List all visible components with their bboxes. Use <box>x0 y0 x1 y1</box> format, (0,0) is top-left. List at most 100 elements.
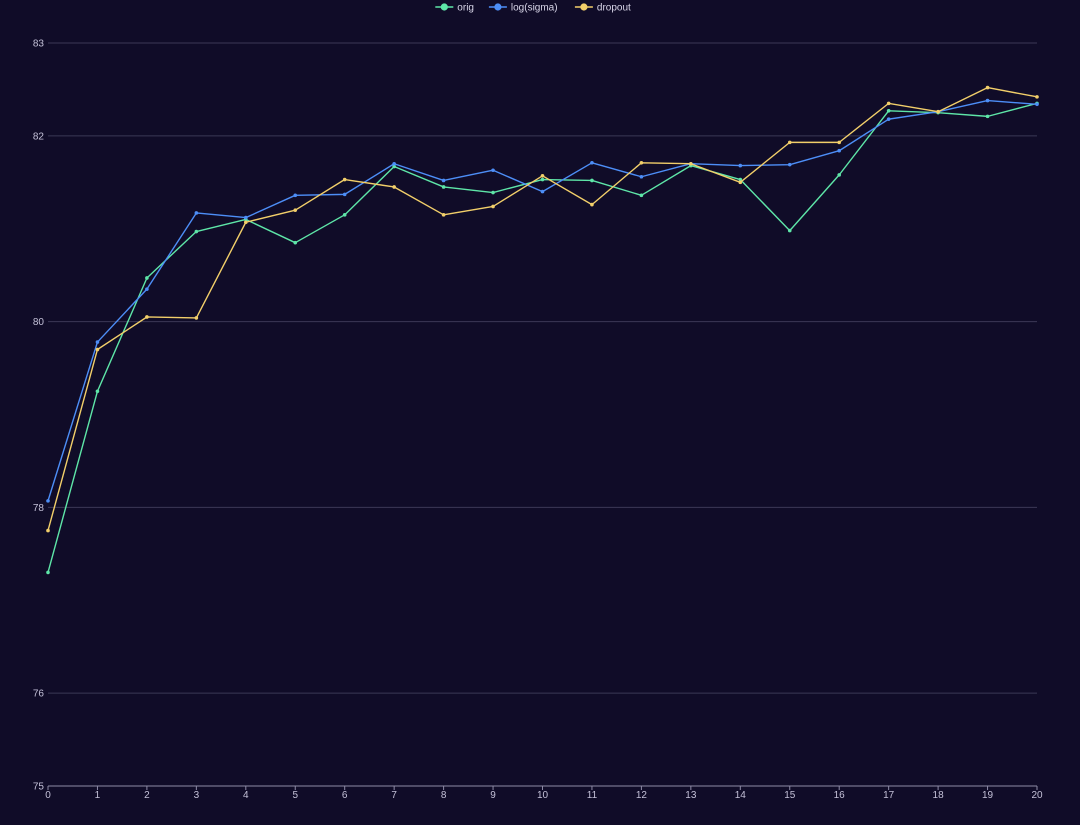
y-tick-label-83: 83 <box>33 39 45 50</box>
data-point-log-sigma-12 <box>639 174 644 179</box>
legend-label-log-sigma: log(sigma) <box>511 3 558 14</box>
x-tick-label-14: 14 <box>735 790 747 801</box>
data-point-dropout-13 <box>689 161 693 166</box>
data-point-dropout-7 <box>392 185 396 189</box>
x-tick-label-19: 19 <box>982 790 994 801</box>
x-tick-label-9: 9 <box>490 790 496 801</box>
data-point-dropout-17 <box>886 101 891 106</box>
x-tick-label-5: 5 <box>292 790 298 801</box>
data-point-dropout-12 <box>639 161 644 165</box>
data-point-log-sigma-4 <box>244 215 248 220</box>
data-point-log-sigma-5 <box>293 193 298 198</box>
legend-item-dropout[interactable]: dropout <box>574 3 631 14</box>
data-point-dropout-2 <box>145 315 149 319</box>
x-tick-label-10: 10 <box>537 790 549 801</box>
series-layer <box>46 85 1039 575</box>
legend-label-dropout: dropout <box>597 3 631 14</box>
data-point-dropout-19 <box>985 85 990 90</box>
series-dropout <box>46 85 1039 533</box>
data-point-dropout-8 <box>441 213 446 217</box>
data-point-log-sigma-19 <box>985 98 990 103</box>
x-axis: 0 1 2 3 4 5 6 7 8 9 10 11 12 13 14 15 16 17 18 19 20 <box>45 785 1043 801</box>
data-point-log-sigma-0 <box>46 499 50 503</box>
legend-item-log-sigma[interactable]: log(sigma) <box>488 3 558 14</box>
y-tick-label-75: 75 <box>33 782 45 793</box>
x-tick-label-3: 3 <box>194 790 200 801</box>
data-point-orig-3 <box>194 229 199 234</box>
x-tick-label-13: 13 <box>685 790 697 801</box>
data-point-orig-6 <box>342 213 347 217</box>
series-log-sigma <box>46 98 1039 503</box>
data-point-orig-5 <box>293 240 298 245</box>
data-point-dropout-4 <box>244 220 248 225</box>
x-tick-label-2: 2 <box>144 790 150 801</box>
data-point-orig-2 <box>145 276 149 280</box>
data-point-log-sigma-2 <box>145 287 149 291</box>
data-point-dropout-18 <box>936 109 940 114</box>
data-point-dropout-11 <box>590 202 594 207</box>
legend-marker-dropout <box>580 3 588 11</box>
legend-label-orig: orig <box>457 3 474 14</box>
x-tick-label-12: 12 <box>636 790 648 801</box>
data-point-orig-9 <box>491 190 495 195</box>
grid <box>48 42 1037 694</box>
data-point-log-sigma-10 <box>540 189 545 194</box>
data-point-dropout-5 <box>293 208 298 212</box>
data-point-log-sigma-3 <box>194 211 199 215</box>
legend-marker-log-sigma <box>494 3 502 11</box>
data-point-dropout-0 <box>46 528 50 533</box>
x-tick-label-20: 20 <box>1031 790 1043 801</box>
x-tick-label-11: 11 <box>587 790 598 801</box>
data-point-dropout-10 <box>540 174 545 178</box>
data-point-dropout-1 <box>95 347 100 352</box>
data-point-log-sigma-7 <box>392 161 396 166</box>
data-point-log-sigma-11 <box>590 161 594 165</box>
y-tick-label-82: 82 <box>33 131 45 142</box>
series-line-orig <box>47 102 1038 573</box>
x-tick-label-16: 16 <box>834 790 846 801</box>
data-point-orig-1 <box>95 389 100 394</box>
series-line-dropout <box>47 86 1038 531</box>
data-point-log-sigma-14 <box>738 163 743 168</box>
data-point-log-sigma-16 <box>837 148 841 153</box>
x-tick-label-8: 8 <box>441 790 447 801</box>
data-point-orig-7 <box>392 164 396 169</box>
x-tick-label-7: 7 <box>391 790 397 801</box>
x-tick-label-0: 0 <box>45 790 51 801</box>
x-tick-label-18: 18 <box>933 790 945 801</box>
y-tick-label-76: 76 <box>33 689 45 700</box>
series-line-log-sigma <box>47 99 1038 502</box>
data-point-log-sigma-9 <box>491 168 495 173</box>
legend-marker-orig <box>440 3 448 11</box>
legend[interactable]: orig log(sigma) dropout <box>435 3 631 14</box>
x-tick-label-1: 1 <box>95 790 101 801</box>
y-tick-label-80: 80 <box>33 317 45 328</box>
series-orig <box>46 101 1039 575</box>
data-point-dropout-9 <box>491 204 495 209</box>
data-point-orig-14 <box>738 177 743 182</box>
x-tick-label-4: 4 <box>243 790 249 801</box>
data-point-dropout-20 <box>1035 95 1039 99</box>
data-point-log-sigma-8 <box>441 178 446 183</box>
data-point-dropout-15 <box>787 140 792 145</box>
data-point-dropout-14 <box>738 180 743 185</box>
x-tick-label-6: 6 <box>342 790 348 801</box>
x-tick-label-15: 15 <box>784 790 796 801</box>
data-point-orig-16 <box>837 173 841 177</box>
data-point-orig-11 <box>590 178 594 183</box>
data-point-orig-0 <box>46 570 50 575</box>
data-point-orig-12 <box>639 193 644 198</box>
data-point-orig-19 <box>985 114 990 119</box>
data-point-log-sigma-17 <box>886 117 891 121</box>
data-point-dropout-6 <box>342 177 347 182</box>
data-point-log-sigma-15 <box>787 162 792 167</box>
data-point-dropout-16 <box>837 140 841 145</box>
data-point-log-sigma-20 <box>1035 102 1039 107</box>
data-point-log-sigma-1 <box>95 340 100 344</box>
data-point-orig-17 <box>886 108 891 113</box>
data-point-orig-15 <box>787 228 792 233</box>
data-point-log-sigma-6 <box>342 192 347 197</box>
legend-item-orig[interactable]: orig <box>435 3 474 14</box>
data-point-orig-10 <box>540 177 545 182</box>
y-axis: 75 76 78 80 82 83 <box>33 39 45 793</box>
